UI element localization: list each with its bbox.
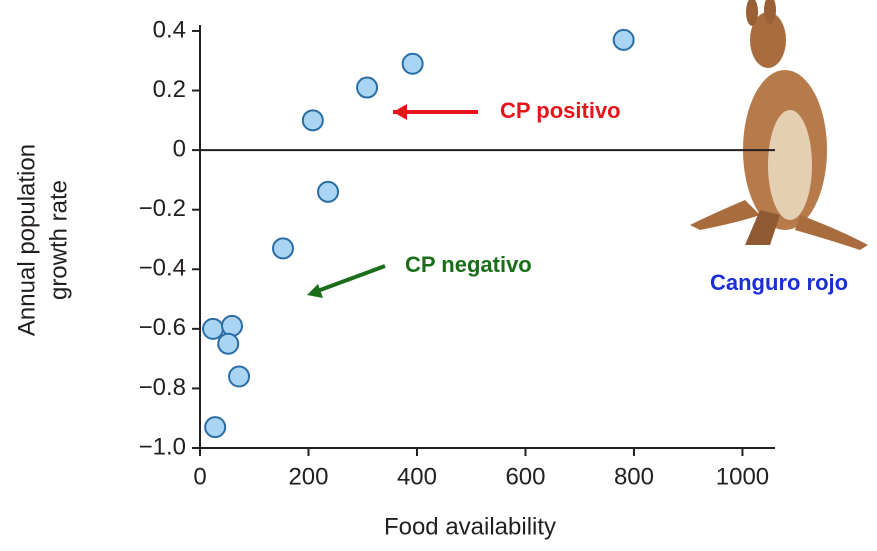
x-tick-label: 1000 [716,463,769,490]
x-tick-label: 200 [288,463,328,490]
point [217,332,240,355]
point [228,365,251,388]
annotation: CP positivo [500,98,621,123]
x-tick-label: 600 [505,463,545,490]
point [301,109,324,132]
annotation: Canguro rojo [710,270,848,295]
y-tick-label: 0.2 [153,76,186,103]
point [271,237,294,260]
y-tick-label: 0 [173,135,186,162]
y-axis-label: growth rate [45,180,72,300]
arrow [311,264,386,295]
point [317,180,340,203]
y-tick-label: −1.0 [139,433,186,460]
y-tick-label: −0.4 [139,255,186,282]
x-tick-label: 800 [614,463,654,490]
y-tick-label: 0.4 [153,16,186,43]
arrow-head [393,104,407,120]
x-tick-label: 0 [193,463,206,490]
annotation: CP negativo [405,252,532,277]
point [612,28,635,51]
point [356,76,379,99]
kangaroo-illustration [690,0,868,250]
point [401,52,424,75]
x-axis-label: Food availability [384,513,556,540]
x-tick-label: 400 [397,463,437,490]
point [202,317,225,340]
y-axis-label: Annual population [13,144,40,336]
point [221,314,244,337]
point [204,416,227,439]
arrow-head [307,284,323,298]
y-tick-label: −0.2 [139,195,186,222]
y-tick-label: −0.6 [139,314,186,341]
y-tick-label: −0.8 [139,374,186,401]
